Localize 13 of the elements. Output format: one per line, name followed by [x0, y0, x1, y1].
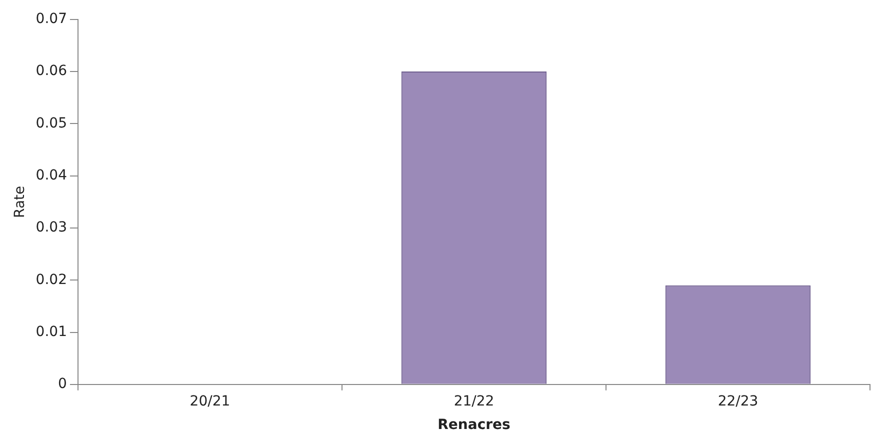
x-tick-label: 21/22 — [454, 393, 494, 410]
y-tick-label: 0.04 — [36, 167, 68, 184]
y-tick-label: 0.06 — [36, 63, 68, 80]
y-tick-label: 0 — [58, 376, 67, 392]
y-tick-label: 0.01 — [36, 324, 67, 340]
y-tick-label: 0.07 — [36, 11, 67, 28]
x-tick-label: 20/21 — [190, 393, 230, 410]
y-tick-label: 0.05 — [36, 115, 67, 132]
x-tick-label: 22/23 — [718, 393, 758, 410]
y-axis-title: Rate — [12, 186, 28, 218]
y-tick-label: 0.02 — [36, 272, 67, 288]
x-axis-title: Renacres — [438, 417, 510, 434]
y-tick-label: 0.03 — [36, 220, 67, 236]
